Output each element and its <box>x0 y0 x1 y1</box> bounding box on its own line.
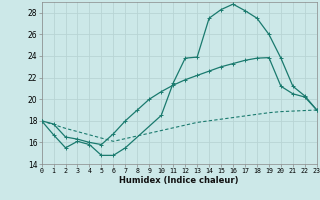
X-axis label: Humidex (Indice chaleur): Humidex (Indice chaleur) <box>119 176 239 185</box>
